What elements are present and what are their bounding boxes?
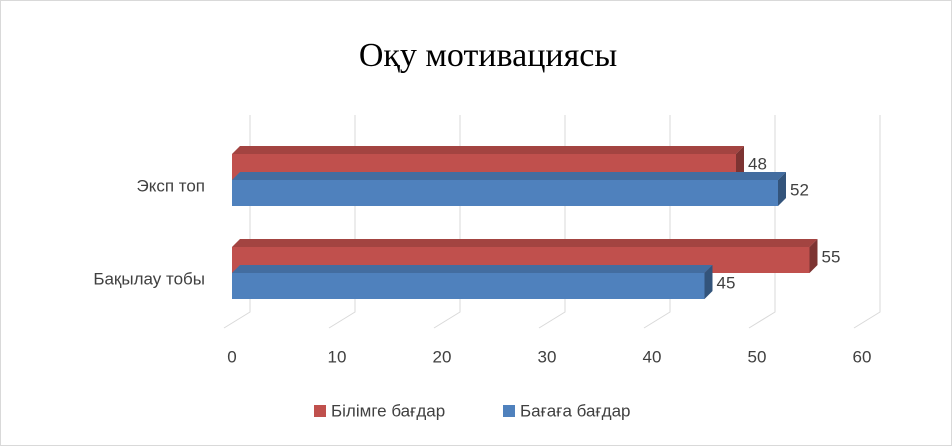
bar-top — [232, 146, 744, 154]
grid-line — [853, 115, 881, 329]
bar-top-shade — [232, 172, 786, 180]
bar — [232, 172, 786, 206]
bar-top-shade — [232, 239, 818, 247]
bar-side — [736, 146, 744, 180]
bar-top-shade — [232, 265, 713, 273]
x-tick-label: 50 — [748, 347, 767, 366]
value-label: 52 — [790, 180, 809, 199]
y-tick-label: Бақылау тобы — [93, 269, 205, 288]
bar-side — [778, 172, 786, 206]
legend-swatch — [503, 405, 515, 417]
bar — [232, 265, 713, 299]
bar-side — [704, 265, 713, 299]
value-label: 48 — [748, 154, 767, 173]
value-label: 45 — [717, 273, 736, 292]
x-tick-label: 20 — [433, 347, 452, 366]
value-label: 55 — [822, 247, 841, 266]
bar-top — [232, 239, 818, 247]
bar-side-shade — [778, 172, 786, 206]
y-tick-label: Эксп топ — [136, 176, 205, 195]
bar-front — [232, 180, 778, 206]
x-tick-label: 40 — [643, 347, 662, 366]
bar-top — [232, 172, 786, 180]
bar-top — [232, 265, 713, 273]
bar-front — [232, 273, 705, 299]
bar-top-shade — [232, 146, 744, 154]
x-tick-label: 0 — [227, 347, 236, 366]
x-tick-label: 30 — [538, 347, 557, 366]
legend-label: Білімге бағдар — [331, 401, 445, 420]
legend-label: Бағаға бағдар — [520, 401, 630, 420]
x-tick-label: 60 — [853, 347, 872, 366]
x-tick-label: 10 — [328, 347, 347, 366]
bar-side — [809, 239, 818, 273]
chart-title: Оқу мотивациясы — [359, 37, 618, 74]
bar-side-shade — [736, 146, 744, 180]
bar-side-shade — [704, 265, 713, 299]
bar-side-shade — [809, 239, 818, 273]
legend-swatch — [314, 405, 326, 417]
